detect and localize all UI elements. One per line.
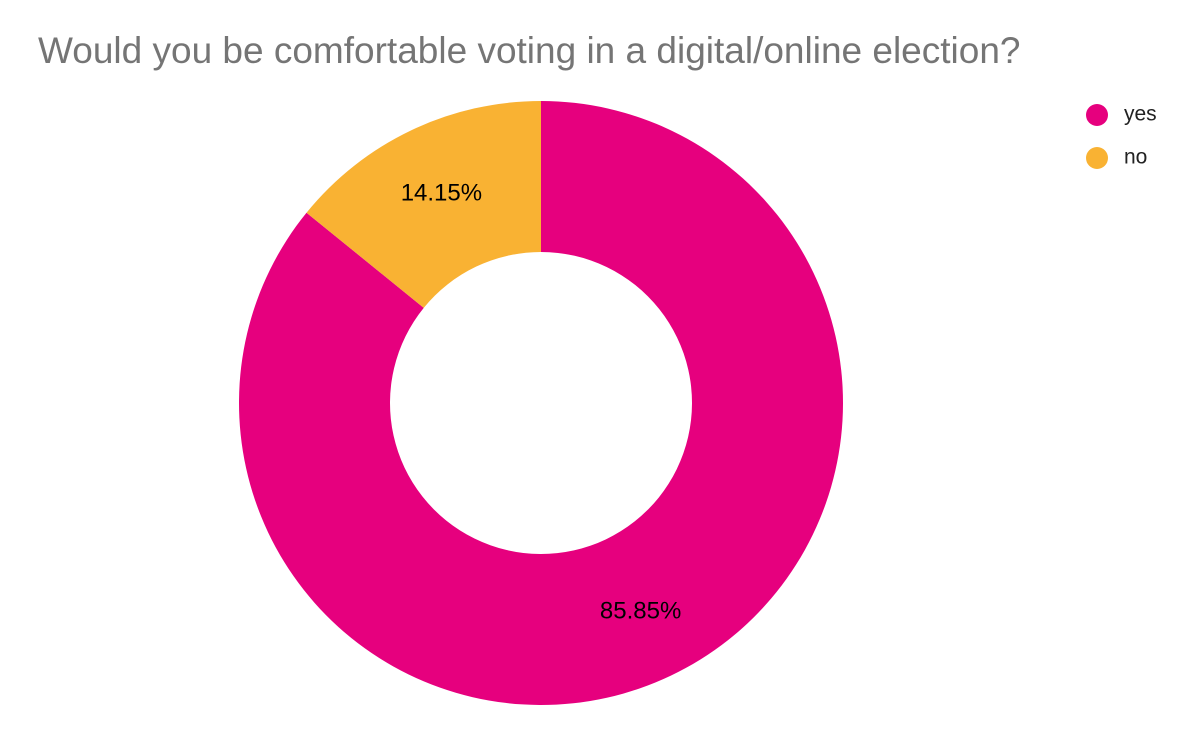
chart-title: Would you be comfortable voting in a dig…: [38, 30, 1021, 71]
legend-label-no: no: [1124, 146, 1147, 169]
legend-swatch-yes: [1086, 104, 1108, 126]
slices-layer: [239, 101, 844, 705]
legend: yes no: [1086, 103, 1157, 169]
legend-label-yes: yes: [1124, 103, 1157, 126]
legend-swatch-no: [1086, 147, 1108, 169]
slice-labels-layer: 85.85% 14.15%: [401, 179, 682, 624]
slice-no: [306, 101, 541, 308]
slice-yes: [239, 101, 844, 705]
legend-item-no: no: [1086, 146, 1147, 169]
slice-label-yes: 85.85%: [600, 597, 681, 624]
slice-label-no: 14.15%: [401, 179, 482, 206]
legend-item-yes: yes: [1086, 103, 1157, 126]
